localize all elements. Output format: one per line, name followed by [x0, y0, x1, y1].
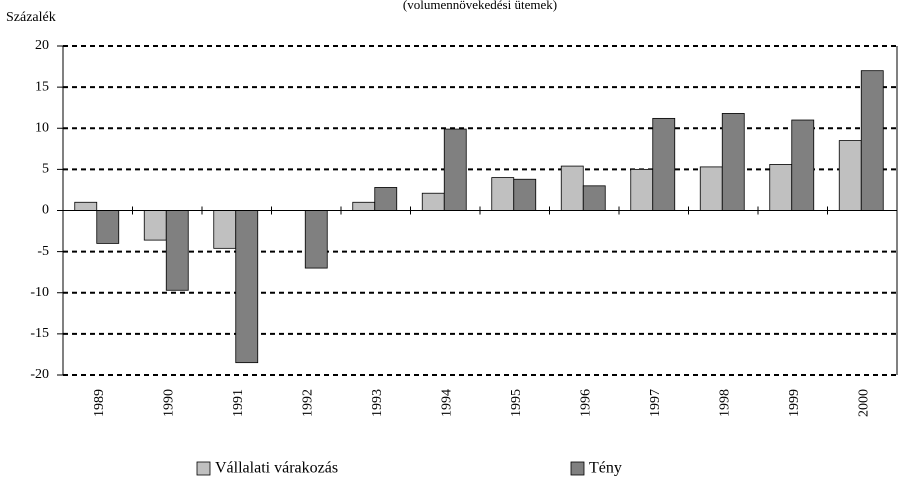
- x-tick-label: 1997: [648, 389, 663, 417]
- y-tick-label: -5: [37, 244, 49, 259]
- x-tick-label: 2000: [856, 389, 871, 417]
- x-tick-label: 1993: [370, 389, 385, 417]
- bar: [630, 168, 654, 211]
- x-tick-label: 1990: [161, 389, 176, 417]
- y-tick-label: 10: [35, 120, 49, 135]
- x-tick-label: 1994: [439, 389, 454, 417]
- bar: [96, 210, 120, 244]
- y-tick-label: 5: [42, 162, 49, 177]
- legend-swatch: [196, 461, 211, 476]
- bar: [443, 128, 467, 211]
- bar: [304, 210, 328, 269]
- x-tick-label: 1999: [787, 389, 802, 417]
- bar: [421, 192, 445, 211]
- y-axis-label: Százalék: [6, 10, 56, 25]
- bar: [513, 178, 537, 211]
- bar: [143, 210, 167, 241]
- x-tick-label: 1991: [231, 389, 246, 417]
- bar: [652, 117, 676, 211]
- x-tick-label: 1992: [300, 389, 315, 417]
- y-tick-label: -10: [30, 285, 49, 300]
- chart-subtitle: (volumennövekedési ütemek): [403, 0, 557, 12]
- bar: [769, 164, 793, 211]
- bar: [860, 70, 884, 211]
- y-tick-label: -20: [30, 367, 49, 382]
- bar: [838, 140, 862, 211]
- y-tick-label: 15: [35, 79, 49, 94]
- bar: [165, 210, 189, 291]
- bar: [582, 185, 606, 211]
- bar: [352, 201, 376, 211]
- legend-label: Vállalati várakozás: [215, 460, 338, 477]
- x-tick-label: 1998: [717, 389, 732, 417]
- y-tick-label: 20: [35, 38, 49, 53]
- legend-swatch: [570, 461, 585, 476]
- x-tick-label: 1995: [509, 389, 524, 417]
- bar: [699, 166, 723, 211]
- bar: [235, 210, 259, 364]
- y-tick-label: -15: [30, 326, 49, 341]
- bar: [791, 119, 815, 211]
- bar: [74, 201, 98, 211]
- legend-label: Tény: [589, 460, 622, 477]
- bar: [560, 165, 584, 211]
- x-tick-label: 1989: [92, 389, 107, 417]
- bar: [491, 177, 515, 211]
- bar: [721, 113, 745, 211]
- bar: [213, 210, 237, 249]
- x-tick-label: 1996: [578, 389, 593, 417]
- y-tick-label: 0: [42, 203, 49, 218]
- bar: [374, 187, 398, 211]
